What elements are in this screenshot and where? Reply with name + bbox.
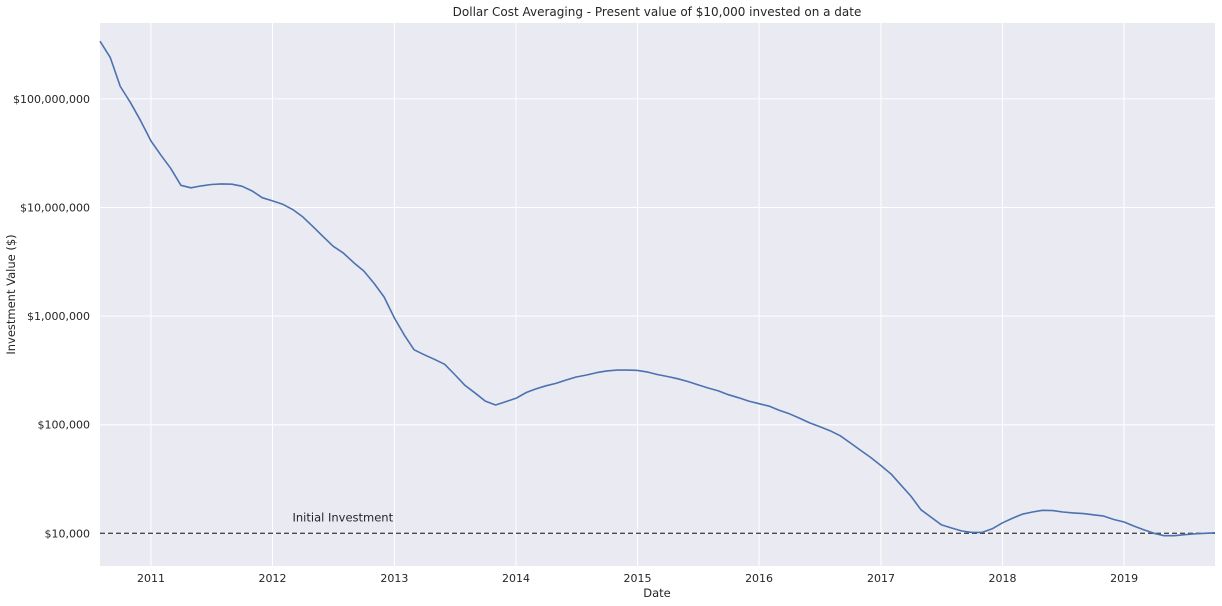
x-tick-label: 2017: [867, 572, 895, 585]
x-tick-label: 2016: [745, 572, 773, 585]
reference-line-group: Initial Investment: [100, 510, 1215, 535]
x-tick-label: 2014: [502, 572, 530, 585]
y-tick-label: $1,000,000: [27, 310, 90, 323]
x-tick-label: 2019: [1110, 572, 1138, 585]
x-tick-label: 2015: [624, 572, 652, 585]
x-axis-ticks: 2011 2012 2013 2014 2015 2016 2017 2018 2019: [137, 572, 1138, 585]
x-tick-label: 2013: [380, 572, 408, 585]
series-line: [99, 40, 1216, 537]
plot-area: [100, 23, 1215, 566]
series-layer: [99, 40, 1216, 537]
y-tick-label: $10,000,000: [20, 202, 90, 215]
x-tick-label: 2012: [259, 572, 287, 585]
y-axis-label: Investment Value ($): [4, 234, 18, 354]
y-tick-label: $100,000: [38, 419, 91, 432]
x-axis-label: Date: [643, 586, 671, 600]
y-axis-ticks: $10,000 $100,000 $1,000,000 $10,000,000 $100…: [13, 93, 90, 540]
chart-title: Dollar Cost Averaging - Present value of…: [453, 5, 862, 19]
initial-investment-label: Initial Investment: [292, 510, 393, 524]
x-tick-label: 2018: [989, 572, 1017, 585]
y-tick-label: $100,000,000: [13, 93, 90, 106]
y-tick-label: $10,000: [45, 527, 91, 540]
x-tick-label: 2011: [137, 572, 165, 585]
